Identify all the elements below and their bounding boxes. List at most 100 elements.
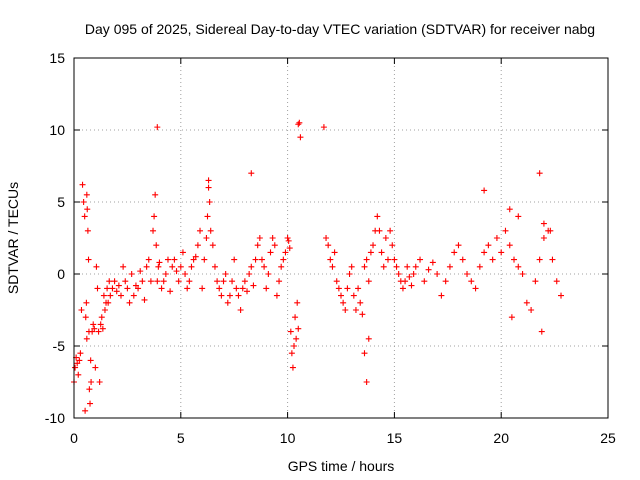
data-point (417, 256, 424, 263)
data-point (152, 191, 159, 198)
data-point (233, 285, 240, 292)
data-point (387, 227, 394, 234)
data-point (156, 259, 163, 266)
data-point (320, 124, 327, 131)
data-point (109, 285, 116, 292)
data-point (101, 307, 108, 313)
data-point (367, 249, 374, 256)
data-point (380, 263, 387, 270)
data-point (143, 263, 150, 270)
data-point (229, 278, 236, 285)
data-point (402, 278, 409, 285)
data-point (207, 227, 214, 234)
data-point (164, 256, 171, 263)
data-point (265, 271, 272, 277)
data-point (280, 256, 287, 263)
data-point (365, 278, 372, 285)
data-point (226, 292, 233, 299)
y-tick-label: 15 (49, 50, 65, 66)
data-point (141, 296, 148, 303)
data-point (335, 285, 342, 292)
data-point (370, 242, 377, 249)
data-point (83, 299, 90, 306)
data-point (352, 307, 359, 313)
data-point (361, 350, 368, 357)
data-point (346, 271, 353, 277)
data-point (206, 199, 213, 205)
data-point (292, 314, 299, 321)
data-point (538, 328, 545, 335)
data-point (540, 220, 547, 227)
data-point (82, 407, 89, 414)
data-point (153, 242, 160, 249)
data-point (549, 256, 556, 263)
data-point (128, 271, 135, 277)
data-point (130, 292, 137, 299)
data-point (216, 285, 223, 292)
data-point (117, 292, 124, 299)
data-point (293, 335, 300, 342)
data-point (87, 357, 94, 364)
data-point (83, 335, 90, 342)
data-point (124, 285, 131, 292)
data-point (404, 263, 411, 270)
data-point (446, 263, 453, 270)
data-point (186, 278, 193, 285)
data-point (256, 235, 263, 241)
data-point (348, 263, 355, 270)
data-point (113, 288, 120, 295)
data-point (327, 256, 334, 263)
data-point (393, 263, 400, 270)
data-point (126, 299, 133, 306)
data-point (92, 364, 99, 371)
data-point (481, 249, 488, 256)
data-point (122, 278, 129, 285)
data-point (188, 263, 195, 270)
chart-title: Day 095 of 2025, Sidereal Day-to-day VTE… (85, 21, 595, 37)
data-point (90, 321, 97, 328)
x-tick-labels: 0 5 10 15 20 25 (70, 430, 616, 446)
data-point (248, 170, 255, 177)
data-point (78, 307, 85, 313)
data-point (220, 278, 227, 285)
data-point (72, 364, 79, 371)
data-point (177, 263, 184, 270)
data-point (331, 249, 338, 256)
data-point (167, 288, 174, 295)
data-point (231, 256, 238, 263)
data-point (137, 268, 144, 275)
data-point (100, 292, 107, 299)
data-point (199, 285, 206, 292)
data-point (204, 213, 211, 220)
data-point (536, 170, 543, 177)
data-point (83, 191, 90, 198)
data-point (91, 325, 98, 332)
data-point (289, 364, 296, 371)
data-point (295, 121, 302, 128)
data-point (98, 314, 105, 321)
data-point (241, 278, 248, 285)
data-point (297, 134, 304, 141)
data-point (267, 249, 274, 256)
data-point (481, 187, 488, 194)
data-point (519, 271, 526, 277)
data-point (250, 282, 257, 289)
data-point (97, 321, 104, 328)
data-point (340, 299, 347, 306)
data-point (284, 235, 291, 241)
data-point (363, 379, 370, 385)
data-point (224, 299, 231, 306)
data-point (472, 285, 479, 292)
data-point (254, 242, 261, 249)
data-point (506, 242, 513, 249)
data-point (498, 249, 505, 256)
data-point (81, 213, 88, 220)
data-point (76, 357, 83, 364)
data-point (468, 278, 475, 285)
data-point (278, 263, 285, 270)
data-point (201, 256, 208, 263)
data-point (421, 278, 428, 285)
data-point (329, 263, 336, 270)
x-tick-label: 10 (280, 430, 296, 446)
